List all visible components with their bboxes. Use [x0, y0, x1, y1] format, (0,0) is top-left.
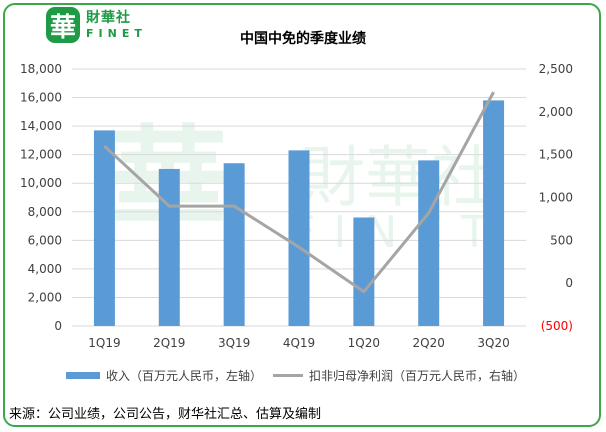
- x-tick-label: 1Q20: [348, 336, 380, 350]
- y-right-tick-label: (500): [541, 319, 573, 333]
- revenue-bar: [223, 163, 245, 326]
- revenue-bar: [158, 168, 180, 326]
- source-note: 来源：公司业绩，公司公告，财华社汇总、估算及编制: [9, 407, 322, 422]
- watermark-text-en: FINET: [290, 207, 506, 258]
- y-left-tick-label: 14,000: [20, 119, 62, 133]
- legend-swatch-revenue: [66, 372, 100, 379]
- logo-name-en: FINET: [86, 27, 147, 40]
- y-left-tick-label: 16,000: [20, 91, 62, 105]
- net-profit-line: [103, 91, 495, 294]
- y-left-tick-label: 2,000: [28, 290, 62, 304]
- revenue-bar: [483, 100, 505, 327]
- x-tick-label: 2Q19: [153, 336, 185, 350]
- y-left-tick-label: 12,000: [20, 148, 62, 162]
- y-right-tick-label: 500: [550, 233, 573, 247]
- y-left-tick-label: 8,000: [28, 205, 62, 219]
- finet-logo: 華 財華社 FINET: [46, 5, 147, 45]
- chart-title: 中国中免的季度业绩: [240, 31, 366, 47]
- x-tick-label: 3Q19: [218, 336, 250, 350]
- x-tick-label: 1Q19: [88, 336, 120, 350]
- logo-name-cn: 財華社: [86, 10, 131, 26]
- revenue-bar: [418, 160, 440, 326]
- x-tick-label: 2Q20: [413, 336, 445, 350]
- y-left-tick-label: 4,000: [28, 262, 62, 276]
- y-right-tick-label: 1,000: [539, 191, 573, 205]
- x-tick-label: 4Q19: [283, 336, 315, 350]
- y-right-tick-label: 2,500: [539, 62, 573, 76]
- y-left-tick-label: 6,000: [28, 233, 62, 247]
- x-tick-label: 3Q20: [477, 336, 509, 350]
- revenue-bar: [353, 217, 375, 326]
- legend-label-revenue: 收入（百万元人民币，左轴）: [106, 368, 262, 383]
- legend-label-net-profit: 扣非归母净利润（百万元人民币，右轴）: [309, 368, 525, 383]
- y-right-tick-label: 2,000: [539, 105, 573, 119]
- y-right-tick-label: 1,500: [539, 148, 573, 162]
- y-right-tick-label: 0: [565, 276, 573, 290]
- revenue-bar: [288, 150, 310, 326]
- y-left-tick-label: 10,000: [20, 176, 62, 190]
- logo-text: 財華社 FINET: [86, 11, 147, 39]
- y-left-tick-label: 18,000: [20, 62, 62, 76]
- revenue-bar: [93, 130, 115, 326]
- logo-mark: 華: [46, 7, 80, 43]
- y-left-tick-label: 0: [54, 319, 62, 333]
- watermark-text-cn: 財華社: [299, 139, 497, 216]
